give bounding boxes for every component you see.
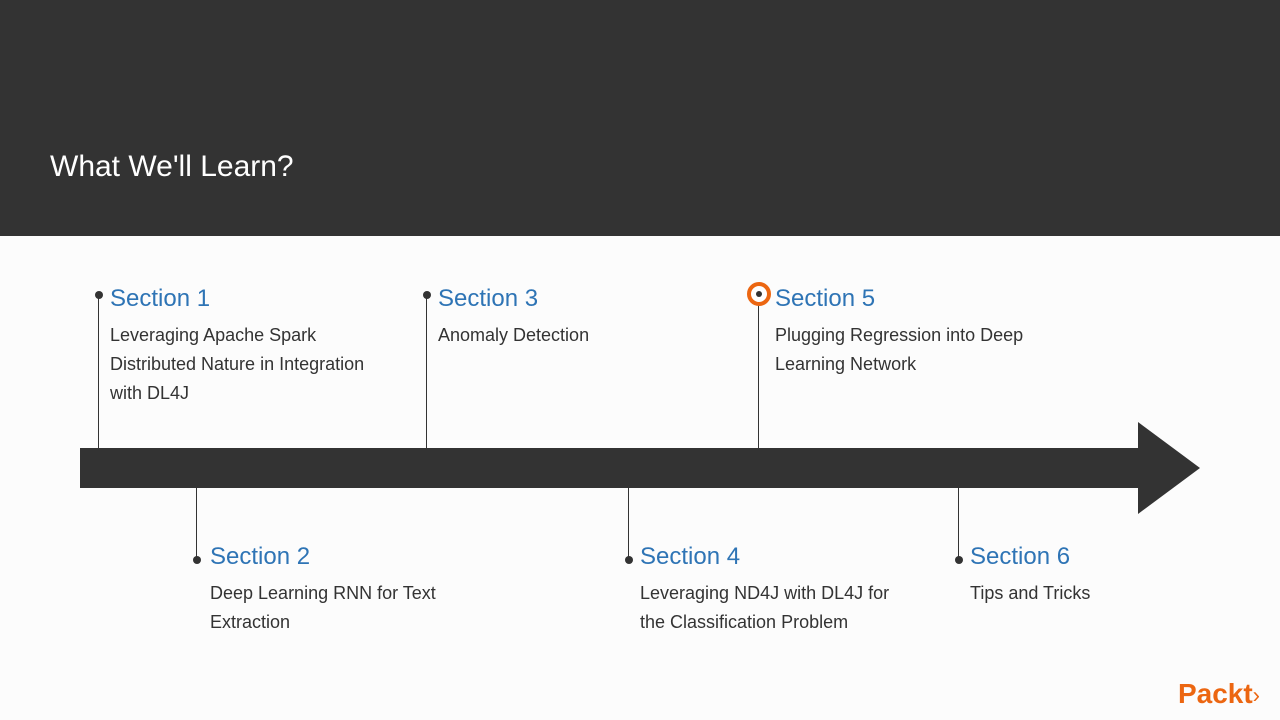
highlight-ring-icon — [747, 282, 771, 306]
section-6-title: Section 6 — [970, 543, 1210, 571]
stem-2 — [196, 487, 197, 562]
stem-5 — [758, 302, 759, 449]
section-2-title: Section 2 — [210, 543, 470, 571]
section-1-desc: Leveraging Apache Spark Distributed Natu… — [110, 321, 390, 407]
section-4: Section 4 Leveraging ND4J with DL4J for … — [640, 543, 910, 637]
stem-6 — [958, 487, 959, 562]
stem-3 — [426, 294, 427, 449]
section-5-desc: Plugging Regression into Deep Learning N… — [775, 321, 1035, 379]
dot-6 — [955, 556, 963, 564]
packt-logo: Packt› — [1178, 678, 1260, 710]
section-5-title: Section 5 — [775, 285, 1035, 313]
section-2: Section 2 Deep Learning RNN for Text Ext… — [210, 543, 470, 637]
ring-dot — [756, 291, 762, 297]
section-1: Section 1 Leveraging Apache Spark Distri… — [110, 285, 390, 407]
dot-1 — [95, 291, 103, 299]
dot-4 — [625, 556, 633, 564]
section-4-title: Section 4 — [640, 543, 910, 571]
timeline: Section 1 Leveraging Apache Spark Distri… — [0, 236, 1280, 720]
page-title: What We'll Learn? — [50, 150, 294, 184]
section-4-desc: Leveraging ND4J with DL4J for the Classi… — [640, 579, 910, 637]
arrow-head-icon — [1138, 422, 1200, 514]
header-bar: What We'll Learn? — [0, 0, 1280, 236]
dot-3 — [423, 291, 431, 299]
section-6: Section 6 Tips and Tricks — [970, 543, 1210, 608]
section-1-title: Section 1 — [110, 285, 390, 313]
section-2-desc: Deep Learning RNN for Text Extraction — [210, 579, 470, 637]
section-6-desc: Tips and Tricks — [970, 579, 1210, 608]
logo-text: Packt — [1178, 678, 1253, 709]
arrow-bar — [80, 448, 1140, 488]
section-3-title: Section 3 — [438, 285, 698, 313]
section-5: Section 5 Plugging Regression into Deep … — [775, 285, 1035, 379]
dot-2 — [193, 556, 201, 564]
stem-4 — [628, 487, 629, 562]
section-3: Section 3 Anomaly Detection — [438, 285, 698, 350]
logo-chevron-icon: › — [1253, 683, 1260, 708]
section-3-desc: Anomaly Detection — [438, 321, 698, 350]
stem-1 — [98, 294, 99, 449]
